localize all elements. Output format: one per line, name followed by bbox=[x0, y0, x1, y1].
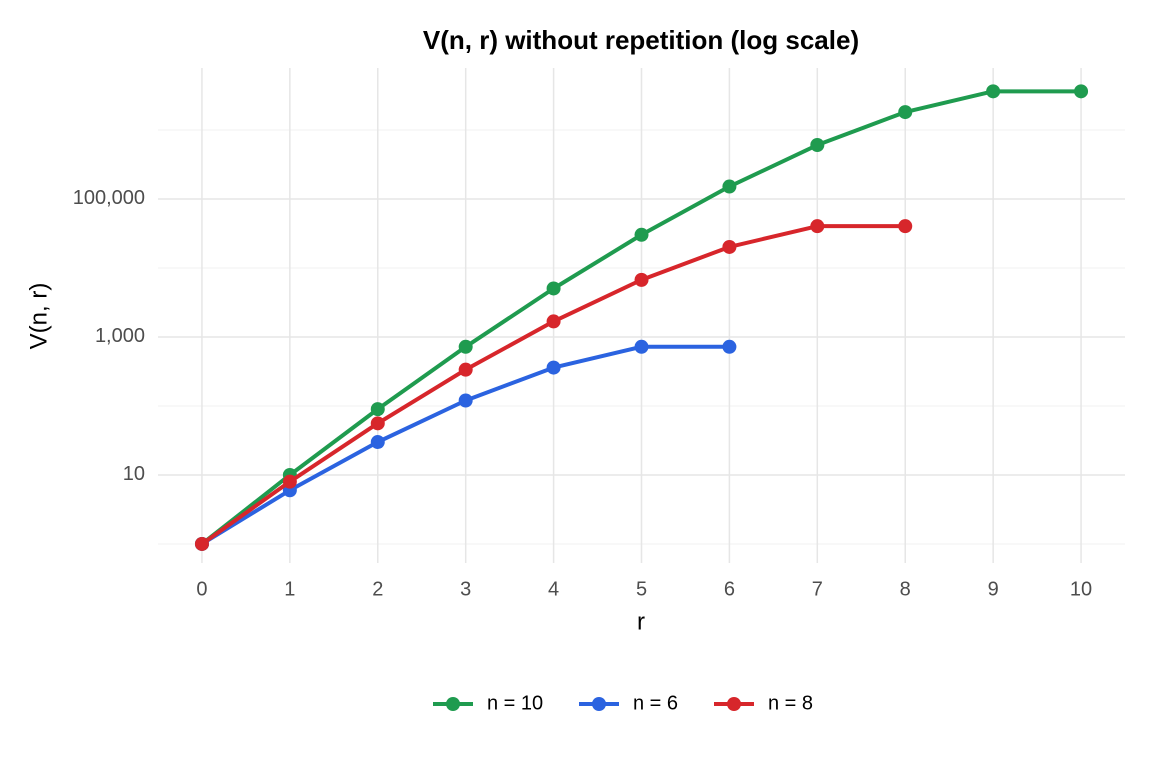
x-tick-label: 4 bbox=[548, 578, 559, 600]
point bbox=[898, 219, 913, 234]
x-tick-label: 8 bbox=[900, 578, 911, 600]
y-tick-label: 1,000 bbox=[95, 325, 145, 347]
point bbox=[634, 272, 649, 287]
x-tick-label: 0 bbox=[196, 578, 207, 600]
x-tick-label: 5 bbox=[636, 578, 647, 600]
legend-label: n = 6 bbox=[633, 692, 678, 714]
x-tick-label: 2 bbox=[372, 578, 383, 600]
point bbox=[546, 360, 561, 375]
point bbox=[986, 84, 1001, 99]
point bbox=[458, 339, 473, 354]
legend-label: n = 10 bbox=[487, 692, 543, 714]
point bbox=[1074, 84, 1089, 99]
x-tick-label: 6 bbox=[724, 578, 735, 600]
x-tick-label: 10 bbox=[1070, 578, 1092, 600]
point bbox=[370, 402, 385, 417]
point bbox=[634, 227, 649, 242]
point bbox=[458, 393, 473, 408]
legend-dot bbox=[592, 697, 606, 711]
x-tick-label: 9 bbox=[988, 578, 999, 600]
y-tick-label: 100,000 bbox=[73, 187, 145, 209]
point bbox=[282, 474, 297, 489]
x-tick-label: 1 bbox=[284, 578, 295, 600]
point bbox=[546, 314, 561, 329]
x-tick-label: 7 bbox=[812, 578, 823, 600]
point bbox=[370, 416, 385, 431]
point bbox=[194, 536, 209, 551]
x-tick-label: 3 bbox=[460, 578, 471, 600]
point bbox=[458, 362, 473, 377]
y-tick-label: 10 bbox=[123, 463, 145, 485]
point bbox=[722, 179, 737, 194]
point bbox=[634, 339, 649, 354]
legend-dot bbox=[727, 697, 741, 711]
legend-dot bbox=[446, 697, 460, 711]
point bbox=[722, 239, 737, 254]
legend-label: n = 8 bbox=[768, 692, 813, 714]
point bbox=[546, 281, 561, 296]
point bbox=[370, 435, 385, 450]
x-axis-label: r bbox=[637, 608, 645, 635]
y-axis-label: V(n, r) bbox=[25, 283, 52, 350]
chart-title: V(n, r) without repetition (log scale) bbox=[423, 25, 859, 55]
point bbox=[810, 219, 825, 234]
point bbox=[810, 138, 825, 153]
point bbox=[898, 105, 913, 120]
point bbox=[722, 339, 737, 354]
